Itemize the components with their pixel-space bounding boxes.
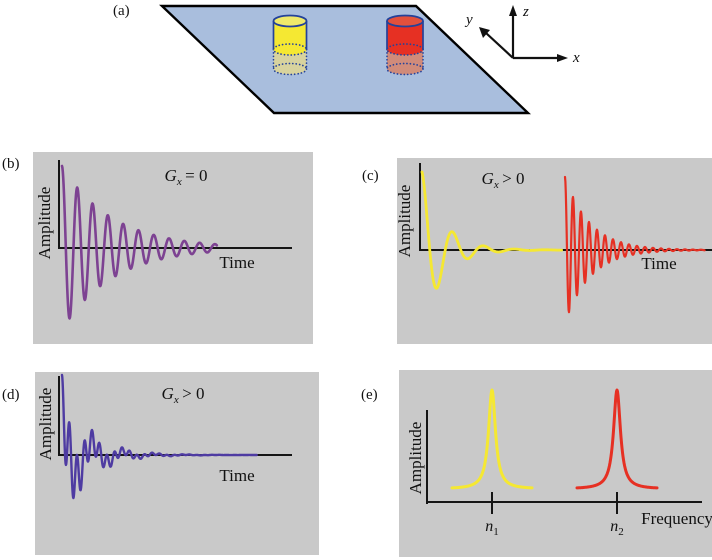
gradient-relation: = 0 — [185, 165, 208, 185]
yellow-sample-signal — [420, 170, 563, 290]
panel-b-title: Gx = 0 — [165, 166, 208, 188]
nu-symbol: n — [485, 517, 494, 535]
nu-subscript: 1 — [493, 526, 499, 539]
panel-c-title: Gx > 0 — [482, 169, 525, 191]
panel-e-ylabel: Amplitude — [406, 421, 425, 495]
panel-e-xlabel: Frequency — [641, 509, 712, 528]
gradient-subscript: x — [173, 394, 179, 407]
panel-c-ylabel: Amplitude — [395, 184, 414, 258]
gradient-relation: > 0 — [182, 383, 205, 403]
y-axis-line — [485, 32, 514, 59]
spectrum-peak-yellow — [450, 388, 534, 490]
gradient-symbol: G — [481, 168, 494, 188]
frequency-label-n1: n1 — [485, 518, 499, 538]
panel-b-ylabel: Amplitude — [35, 186, 54, 260]
coordinate-axes — [479, 5, 568, 62]
sample-plane-scene — [159, 4, 568, 115]
panel-b-plot — [33, 152, 313, 344]
red-sample-signal — [563, 175, 706, 314]
composite-signal — [60, 373, 258, 500]
z-axis-arrowhead — [509, 5, 517, 16]
panel-e-label: (e) — [361, 387, 378, 403]
sample-plane — [159, 4, 531, 115]
gradient-subscript: x — [493, 179, 499, 192]
z-axis-label: z — [523, 4, 529, 20]
nu-symbol: n — [610, 517, 619, 535]
panel-a-label: (a) — [113, 3, 130, 19]
panel-e-spectrum — [399, 370, 712, 557]
red-sample-cylinder — [386, 14, 424, 76]
panel-c-label: (c) — [362, 168, 379, 184]
panel-d-title: Gx > 0 — [162, 384, 205, 406]
frequency-label-n2: n2 — [610, 518, 624, 538]
gradient-relation: > 0 — [502, 168, 525, 188]
panel-d-plot — [35, 372, 319, 555]
panel-d-label: (d) — [2, 387, 20, 403]
panel-b-label: (b) — [2, 156, 20, 172]
x-axis-arrowhead — [557, 54, 568, 62]
panel-c-plot — [397, 158, 712, 344]
panel-d-ylabel: Amplitude — [36, 387, 55, 461]
gradient-symbol: G — [161, 383, 174, 403]
gradient-symbol: G — [164, 165, 177, 185]
gradient-subscript: x — [176, 176, 182, 189]
yellow-sample-cylinder — [272, 14, 308, 76]
x-axis-label: x — [573, 50, 580, 66]
fid-signal-no-gradient — [60, 164, 219, 320]
panel-d-xlabel: Time — [219, 466, 255, 485]
panel-c-xlabel: Time — [641, 254, 677, 273]
y-axis-label: y — [466, 12, 473, 28]
y-axis-arrowhead — [479, 27, 490, 38]
spectrum-peak-red — [575, 388, 659, 490]
panel-b-xlabel: Time — [219, 253, 255, 272]
nu-subscript: 2 — [618, 526, 624, 539]
